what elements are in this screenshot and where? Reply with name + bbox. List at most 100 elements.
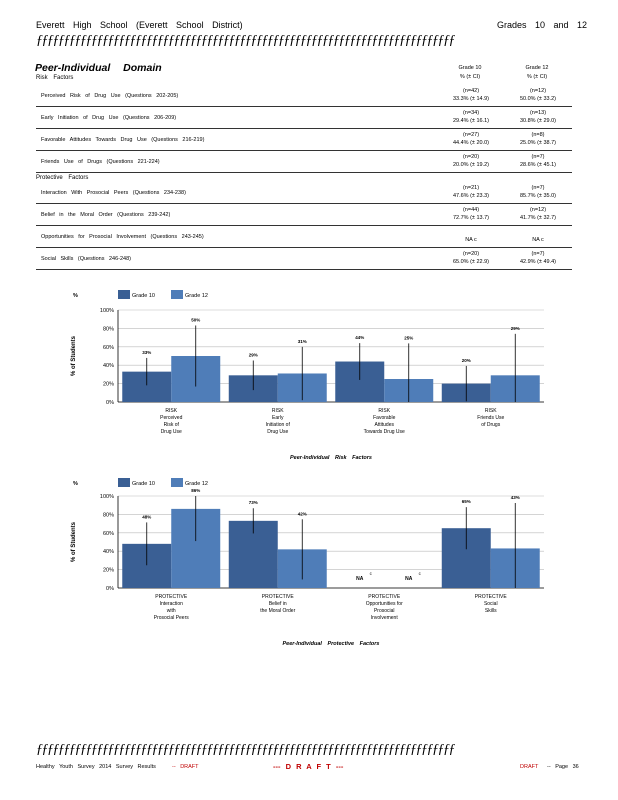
protective-row-g10-value: 72.7% (± 13.7) (452, 215, 490, 221)
data-label: 48% (142, 514, 151, 519)
data-label: 44% (355, 335, 364, 340)
protective-row-g10-value: 47.6% (± 23.3) (452, 193, 490, 199)
data-label: 31% (298, 339, 307, 344)
x-axis-label: Peer-Individual Protective Factors (283, 641, 380, 647)
domain-title: Peer-Individual Domain (35, 62, 162, 74)
risk-row-g12-value: 25.0% (± 38.7) (519, 140, 557, 146)
row-divider (36, 172, 572, 173)
protective-row-label: Interaction With Prosocial Peers (Questi… (41, 190, 186, 196)
data-label: 50% (191, 317, 200, 322)
legend-label: Grade 10 (132, 481, 155, 487)
risk-row-g10-n: (n=42) (462, 88, 480, 94)
data-label: 65% (462, 499, 471, 504)
x-tick-label: Skills (485, 608, 497, 614)
footer-survey: Healthy Youth Survey 2014 Survey Results (36, 764, 156, 770)
col-grade10-title: Grade 10 (458, 65, 482, 71)
y-axis-unit: % (73, 481, 78, 487)
legend-swatch (171, 290, 183, 299)
data-label: 29% (511, 326, 520, 331)
x-tick-label: Favorable (373, 415, 395, 421)
row-divider (36, 106, 572, 107)
legend-label: Grade 10 (132, 293, 155, 299)
row-divider (36, 225, 572, 226)
x-tick-label: RISK (165, 408, 177, 414)
legend-label: Grade 12 (185, 481, 208, 487)
protective-row-g12-value: 41.7% (± 32.7) (519, 215, 557, 221)
risk-row-g10-value: 20.0% (± 19.2) (452, 162, 490, 168)
data-label: 20% (462, 358, 471, 363)
x-tick-label: Towards Drug Use (364, 429, 405, 435)
protective-row-label: Opportunities for Prosocial Involvement … (41, 234, 204, 240)
data-label: 43% (511, 495, 520, 500)
risk-row-g12-n: (n=8) (531, 132, 545, 138)
x-tick-label: of Drugs (481, 422, 500, 428)
x-tick-label: RISK (272, 408, 284, 414)
x-tick-label: Drug Use (161, 429, 182, 435)
footer-page: -- Page 36 (547, 764, 579, 770)
risk-row-label: Early Initiation of Drug Use (Questions … (41, 115, 177, 121)
x-tick-label: Attitudes (375, 422, 395, 428)
data-label: 73% (249, 500, 258, 505)
footer-draft-right: DRAFT (520, 764, 539, 770)
protective-row-g12-value: NA c (532, 237, 544, 243)
risk-row-label: Perceived Risk of Drug Use (Questions 20… (41, 93, 179, 99)
risk-row-g12-n: (n=12) (529, 88, 547, 94)
footer-draft-small: -- DRAFT (172, 764, 199, 770)
school-title: Everett High School (Everett School Dist… (36, 20, 243, 30)
data-label: 33% (142, 350, 151, 355)
x-tick-label: Prosocial Peers (154, 615, 190, 621)
protective-factors-label: Protective Factors (36, 175, 89, 181)
legend-swatch (118, 478, 130, 487)
y-tick-label: 60% (103, 531, 114, 537)
y-tick-label: 0% (106, 586, 114, 592)
x-tick-label: PROTECTIVE (368, 594, 401, 600)
x-tick-label: Drug Use (267, 429, 288, 435)
risk-row-g10-value: 44.4% (± 20.0) (452, 140, 490, 146)
x-tick-label: PROTECTIVE (262, 594, 295, 600)
y-tick-label: 80% (103, 326, 114, 332)
x-tick-label: PROTECTIVE (155, 594, 188, 600)
risk-row-g10-n: (n=34) (462, 110, 480, 116)
y-tick-label: 60% (103, 345, 114, 351)
na-footnote: c (370, 571, 373, 576)
risk-row-g12-n: (n=7) (531, 154, 545, 160)
protective-row-g10-n: (n=20) (462, 251, 480, 257)
grades-title: Grades 10 and 12 (497, 20, 588, 30)
y-axis-unit: % (73, 293, 78, 299)
col-grade10-sub: % (± CI) (459, 74, 481, 80)
y-tick-label: 100% (100, 494, 114, 500)
y-axis-label: % of Students (71, 335, 77, 376)
x-tick-label: Initiation of (266, 422, 291, 428)
row-divider (36, 269, 572, 270)
na-footnote: c (419, 571, 422, 576)
data-label: 29% (249, 353, 258, 358)
data-label: 25% (404, 335, 413, 340)
protective-row-g10-n: (n=44) (462, 207, 480, 213)
y-axis-label: % of Students (71, 521, 77, 562)
na-label: NA (405, 576, 413, 582)
protective-row-g12-n: (n=7) (531, 251, 545, 257)
row-divider (36, 203, 572, 204)
risk-row-g12-n: (n=13) (529, 110, 547, 116)
y-tick-label: 20% (103, 568, 114, 574)
protective-row-label: Social Skills (Questions 246-248) (41, 256, 132, 262)
x-tick-label: Risk of (164, 422, 180, 428)
y-tick-label: 40% (103, 549, 114, 555)
header-rule: ƒƒƒƒƒƒƒƒƒƒƒƒƒƒƒƒƒƒƒƒƒƒƒƒƒƒƒƒƒƒƒƒƒƒƒƒƒƒƒƒ… (36, 33, 456, 48)
x-tick-label: Belief in (269, 601, 287, 607)
col-grade12-title: Grade 12 (525, 65, 549, 71)
x-tick-label: Prosocial (374, 608, 395, 614)
protective-row-g12-value: 42.9% (± 49.4) (519, 259, 557, 265)
footer-draft-center: --- D R A F T --- (273, 762, 344, 771)
y-tick-label: 20% (103, 382, 114, 388)
risk-row-g10-n: (n=27) (462, 132, 480, 138)
footer-rule: ƒƒƒƒƒƒƒƒƒƒƒƒƒƒƒƒƒƒƒƒƒƒƒƒƒƒƒƒƒƒƒƒƒƒƒƒƒƒƒƒ… (36, 742, 456, 757)
protective-row-g10-value: NA c (465, 237, 477, 243)
x-tick-label: Interaction (160, 601, 184, 607)
row-divider (36, 128, 572, 129)
protective-row-g10-value: 65.0% (± 22.9) (452, 259, 490, 265)
risk-factors-label: Risk Factors (36, 75, 74, 81)
x-axis-label: Peer-Individual Risk Factors (290, 455, 372, 461)
x-tick-label: Friends Use (477, 415, 504, 421)
